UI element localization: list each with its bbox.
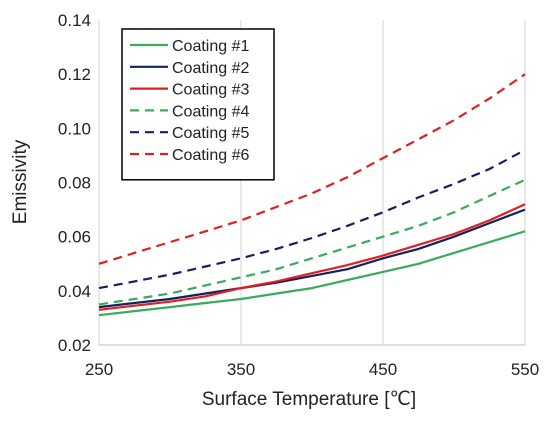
legend-label-coating-3: Coating #3 [172,82,249,99]
legend: Coating #1 Coating #2 Coating #3 Coating #4… [121,28,275,181]
x-tick-label: 350 [227,360,255,379]
y-tick-label: 0.14 [58,11,91,30]
series-line-coating-3 [98,203,526,311]
y-tick-labels: 0.02 0.04 0.06 0.08 0.10 0.12 0.14 [58,11,91,355]
x-tick-label: 450 [369,360,397,379]
y-tick-label: 0.10 [58,119,91,138]
series-lines [98,73,526,317]
series-line-coating-4 [98,178,526,306]
y-tick-label: 0.12 [58,65,91,84]
legend-label-coating-6: Coating #6 [172,147,249,164]
x-tick-label: 250 [85,360,113,379]
legend-label-coating-2: Coating #2 [172,60,249,77]
legend-label-coating-5: Coating #5 [172,125,249,142]
legend-label-coating-4: Coating #4 [172,103,249,120]
x-tick-label: 550 [511,360,539,379]
series-line-coating-1 [98,230,526,317]
y-tick-label: 0.04 [58,282,91,301]
series-line-coating-2 [98,208,526,309]
y-tick-label: 0.08 [58,174,91,193]
y-tick-label: 0.06 [58,228,91,247]
x-axis-title: Surface Temperature [℃] [202,389,416,410]
legend-label-coating-1: Coating #1 [172,38,249,55]
y-axis-title: Emissivity [10,139,31,224]
x-tick-labels: 250 350 450 550 [85,360,539,379]
y-tick-label: 0.02 [58,336,91,355]
series-line-coating-5 [98,149,526,290]
